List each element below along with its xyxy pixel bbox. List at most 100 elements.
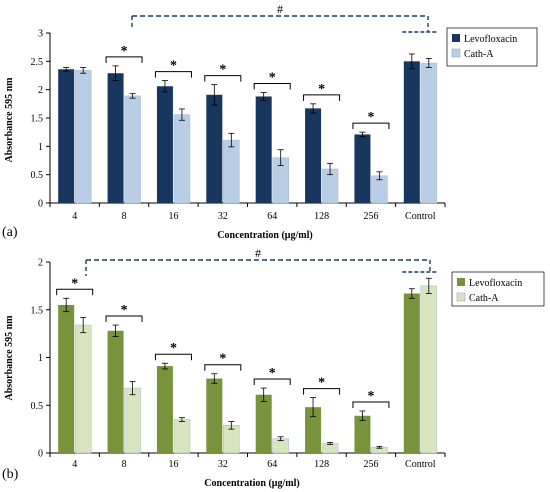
y-tick-label: 2 [38,85,43,96]
bar [255,96,272,203]
bar [74,324,92,454]
y-tick-label: 1 [38,353,43,364]
legend-label: Levofloxacin [464,34,517,45]
y-axis-title: Absorbance 595 nm [4,77,15,163]
bar [173,419,191,454]
significance-star: * [318,82,325,97]
panel-label: (b) [2,467,19,482]
x-tick-label: 8 [122,211,127,222]
bar [354,415,371,453]
bar [156,86,173,203]
bar [255,394,272,453]
significance-star: * [219,63,226,78]
overall-significance-mark: # [277,2,283,16]
y-tick-label: 1.5 [31,114,44,125]
legend-swatch [457,278,465,286]
significance-star: * [367,110,374,125]
x-tick-label: 128 [314,211,329,222]
overall-significance-mark: # [255,246,261,260]
x-tick-label: Control [405,459,436,470]
y-tick-label: 3 [38,29,43,40]
significance-bracket [253,378,291,386]
significance-bracket [154,353,192,361]
x-tick-label: 16 [168,211,178,222]
significance-star: * [121,303,128,318]
x-axis-title: Concentration (μg/ml) [204,478,299,489]
x-tick-label: 64 [267,459,277,470]
x-tick-label: Control [405,211,436,222]
bar [173,114,191,204]
significance-bracket [352,122,390,130]
bar [420,285,438,454]
y-tick-label: 0 [38,449,43,460]
x-tick-label: 4 [72,459,77,470]
significance-bracket [303,94,341,101]
significance-star: * [71,276,78,291]
legend-label: Cath-A [469,293,499,304]
significance-bracket [204,364,242,371]
significance-bracket [105,56,143,63]
panel-label: (a) [2,225,18,240]
bar [107,330,124,453]
x-tick-label: 8 [122,459,127,470]
x-tick-label: 32 [218,211,228,222]
bar [354,134,371,203]
legend-box [451,271,545,307]
significance-bracket [352,401,390,408]
bar [74,70,92,204]
bar [58,304,75,453]
y-tick-label: 0.5 [31,401,44,412]
significance-bracket [253,83,291,90]
legend-label: Cath-A [464,49,494,60]
y-tick-label: 0 [38,199,43,210]
bar [124,95,141,204]
legend-swatch [452,34,460,42]
significance-star: * [269,366,276,381]
y-tick-label: 0.5 [31,170,44,181]
legend-swatch [456,292,466,302]
significance-star: * [269,71,276,86]
legend-swatch [451,48,461,58]
panel-b: (b) Concentration (μg/ml) Absorbance 595… [2,246,545,489]
significance-bracket [105,315,143,323]
x-axis-title: Concentration (μg/ml) [217,230,312,241]
significance-bracket [56,288,94,296]
bar [321,443,339,454]
legend-label: Levofloxacin [469,278,522,289]
bar [206,378,223,453]
significance-bracket [154,71,192,78]
bar [420,62,438,204]
bar [124,387,141,454]
bar [223,139,240,204]
bar [403,61,420,204]
panel-a: (a) Concentration (μg/ml) Absorbance 595… [2,2,538,241]
x-tick-label: 256 [363,211,378,222]
significance-bracket [303,388,341,395]
significance-star: * [219,352,226,367]
y-tick-label: 2.5 [31,57,44,68]
x-tick-label: 4 [72,211,77,222]
y-tick-label: 1.5 [31,305,44,316]
significance-bracket [204,75,242,82]
bar [107,73,124,203]
x-tick-label: 16 [168,459,178,470]
y-tick-label: 1 [38,142,43,153]
significance-star: * [170,59,177,74]
bar [305,108,322,203]
x-tick-label: 64 [267,211,277,222]
bar [156,366,173,453]
significance-star: * [170,341,177,356]
x-tick-label: 32 [218,459,228,470]
y-axis-title: Absorbance 595 nm [4,315,15,401]
bar [58,69,75,204]
x-tick-label: 128 [314,459,329,470]
bar [403,293,420,453]
legend-box [446,27,538,67]
significance-star: * [367,389,374,404]
bar [206,94,223,203]
significance-star: * [318,376,325,391]
x-tick-label: 256 [363,459,378,470]
bar [305,407,322,453]
significance-star: * [121,44,128,59]
